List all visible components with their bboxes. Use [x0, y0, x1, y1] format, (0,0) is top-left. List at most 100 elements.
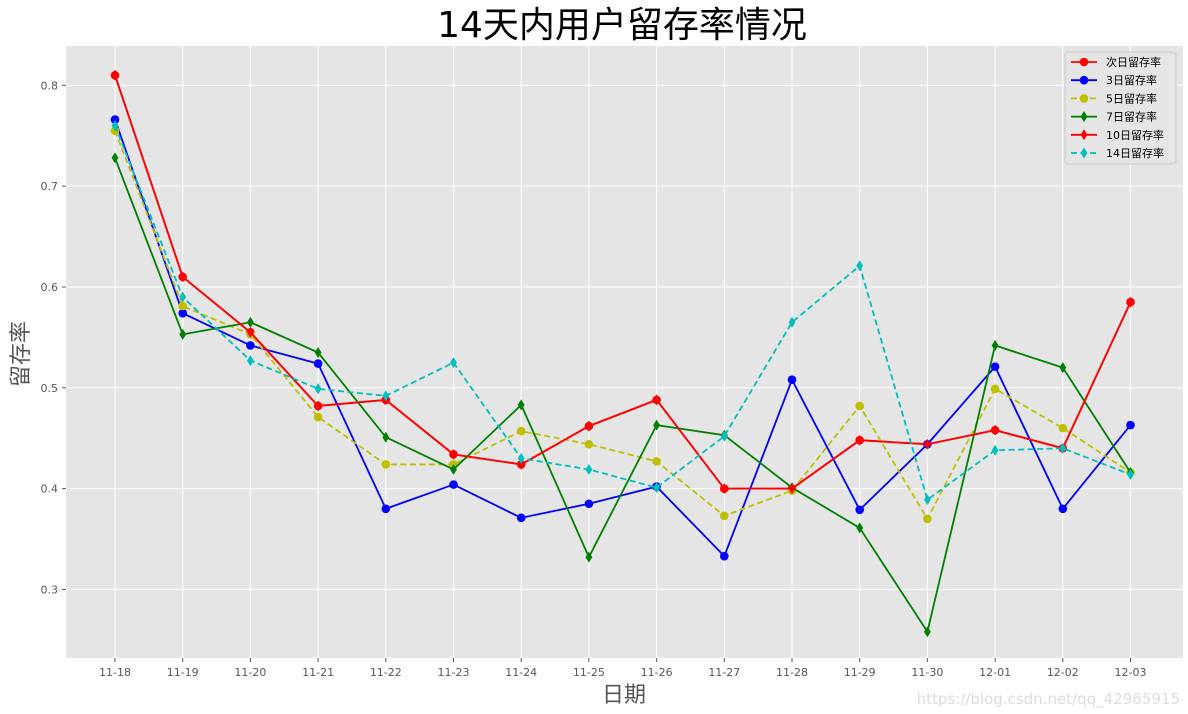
data-point — [382, 431, 390, 443]
data-point — [110, 115, 120, 124]
data-point — [653, 482, 660, 494]
data-point — [585, 420, 593, 432]
data-point — [1059, 442, 1067, 454]
data-point — [517, 399, 525, 411]
data-point — [1058, 504, 1068, 514]
chart-title: 14天内用户留存率情况 — [437, 5, 807, 46]
data-point — [382, 390, 390, 402]
data-point — [991, 424, 999, 436]
plot-background — [66, 46, 1183, 658]
data-point — [585, 463, 593, 475]
legend-label: 7日留存率 — [1106, 110, 1157, 124]
data-point — [179, 291, 187, 303]
legend-label: 5日留存率 — [1106, 91, 1157, 105]
x-tick-label: 11-21 — [302, 666, 334, 679]
watermark: https://blog.csdn.net/qq_42965915 — [916, 690, 1180, 708]
data-point — [179, 271, 187, 283]
x-tick-label: 11-20 — [234, 666, 266, 679]
x-tick-label: 11-22 — [370, 666, 402, 679]
data-point — [990, 362, 1000, 371]
x-tick-label: 11-28 — [776, 666, 808, 679]
data-point — [450, 357, 457, 369]
x-tick-label: 11-27 — [708, 666, 740, 679]
data-point — [585, 551, 593, 563]
x-tick-label: 11-24 — [505, 666, 537, 679]
y-axis-title: 留存率 — [9, 321, 34, 387]
data-point — [179, 328, 187, 340]
data-point — [449, 480, 458, 489]
data-point — [111, 120, 119, 132]
data-point — [720, 551, 729, 561]
data-point — [314, 400, 322, 412]
data-point — [314, 347, 322, 359]
y-tick-label: 0.3 — [41, 583, 59, 596]
data-point — [1126, 420, 1135, 430]
y-tick-label: 0.7 — [41, 180, 59, 193]
x-tick-label: 12-02 — [1047, 666, 1079, 679]
data-point — [584, 439, 594, 449]
data-point — [247, 316, 254, 328]
legend-label: 14日留存率 — [1106, 146, 1164, 160]
data-point — [924, 438, 931, 450]
data-point — [517, 452, 525, 464]
data-point — [450, 448, 457, 460]
series-6 — [111, 120, 1134, 506]
x-axis-title: 日期 — [602, 683, 646, 708]
data-point — [855, 401, 864, 411]
series-line — [114, 157, 1132, 635]
data-point — [516, 513, 526, 523]
data-point — [856, 260, 864, 272]
data-point — [1127, 296, 1134, 308]
x-tick-label: 12-01 — [979, 666, 1011, 679]
data-point — [516, 426, 526, 436]
x-tick-label: 11-19 — [167, 666, 199, 679]
data-point — [517, 458, 525, 470]
data-point — [856, 434, 864, 446]
data-point — [991, 444, 999, 456]
data-point — [923, 514, 932, 524]
data-point — [178, 301, 187, 311]
x-tick-label: 11-30 — [911, 666, 943, 679]
data-point — [314, 383, 322, 395]
x-tick-label: 11-25 — [573, 666, 605, 679]
x-tick-label: 12-03 — [1115, 666, 1147, 679]
data-point — [1058, 423, 1068, 433]
data-point — [313, 359, 323, 368]
data-point — [178, 308, 187, 318]
legend-marker — [1080, 147, 1088, 159]
x-tick-label: 11-29 — [844, 666, 876, 679]
data-point — [652, 457, 661, 466]
series-line — [114, 125, 1131, 502]
data-point — [990, 384, 1000, 394]
data-point — [111, 152, 119, 164]
x-tick-label: 11-23 — [438, 666, 470, 679]
data-point — [381, 504, 391, 514]
data-point — [855, 505, 864, 515]
legend-label: 3日留存率 — [1106, 73, 1157, 87]
x-tick-label: 11-26 — [641, 666, 673, 679]
legend-label: 次日留存率 — [1106, 55, 1161, 69]
data-point — [246, 341, 255, 350]
data-point — [788, 483, 796, 495]
data-point — [924, 494, 931, 506]
data-point — [653, 394, 660, 406]
data-point — [381, 460, 391, 469]
y-tick-label: 0.5 — [41, 382, 59, 395]
data-point — [653, 419, 660, 431]
legend-marker — [1080, 129, 1088, 141]
data-point — [1059, 362, 1067, 374]
legend-label: 10日留存率 — [1106, 128, 1164, 142]
data-point — [720, 483, 728, 495]
y-tick-label: 0.8 — [41, 79, 59, 92]
data-point — [450, 463, 457, 475]
legend-marker — [1079, 94, 1089, 103]
legend-marker — [1079, 75, 1089, 85]
series-line — [114, 74, 1132, 490]
data-point — [111, 69, 119, 81]
series-line — [114, 130, 1131, 521]
series-line — [114, 119, 1132, 558]
data-point — [788, 316, 796, 328]
y-tick-label: 0.4 — [41, 483, 59, 496]
data-point — [991, 339, 999, 351]
x-tick-label: 11-18 — [99, 666, 131, 679]
